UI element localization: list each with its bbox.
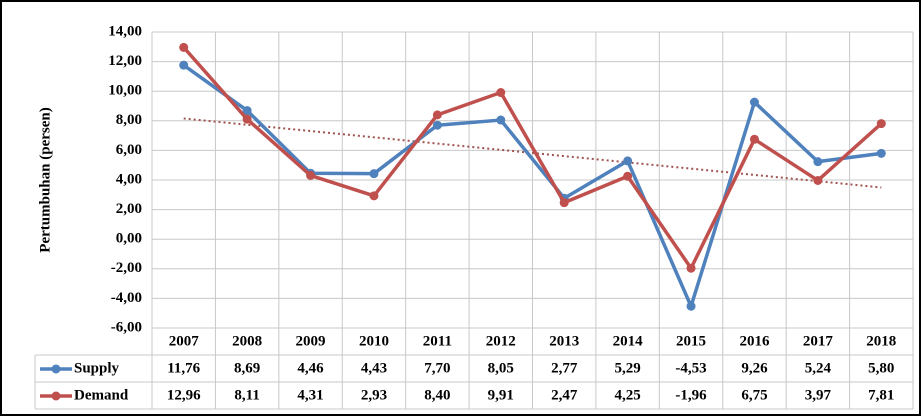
table-value: 9,26: [741, 360, 768, 376]
series-point: [179, 60, 189, 70]
x-tick-label: 2014: [613, 333, 644, 349]
table-value: 8,11: [234, 387, 259, 403]
series-point: [813, 175, 823, 185]
series-point: [813, 157, 823, 167]
legend-marker: [51, 364, 61, 374]
table-value: 5,29: [615, 360, 641, 376]
series-point: [876, 148, 886, 158]
series-point: [242, 114, 252, 124]
table-value: 4,43: [361, 360, 387, 376]
table-value: 8,05: [488, 360, 514, 376]
legend-label: Supply: [74, 360, 120, 376]
series-point: [686, 301, 696, 311]
table-value: 7,70: [424, 360, 450, 376]
table-value: 8,69: [234, 360, 260, 376]
series-point: [306, 170, 316, 180]
table-value: 3,97: [805, 387, 832, 403]
table-value: -1,96: [675, 387, 707, 403]
y-tick-label: 8,00: [116, 112, 142, 128]
legend-label: Demand: [74, 387, 129, 403]
table-value: 4,25: [615, 387, 641, 403]
table-value: 4,31: [297, 387, 323, 403]
y-tick-label: 0,00: [116, 231, 142, 247]
table-value: -4,53: [675, 360, 706, 376]
x-tick-label: 2010: [359, 333, 389, 349]
series-line: [182, 46, 883, 270]
series-point: [179, 42, 189, 52]
y-tick-label: -6,00: [111, 319, 142, 335]
series-point: [876, 119, 886, 129]
table-value: 2,93: [361, 387, 387, 403]
y-tick-label: 4,00: [116, 171, 142, 187]
table-value: 4,46: [297, 360, 324, 376]
legend-marker: [51, 391, 61, 401]
x-tick-label: 2016: [739, 333, 770, 349]
table-value: 6,75: [741, 387, 767, 403]
table-value: 11,76: [167, 360, 200, 376]
series-line: [182, 63, 882, 308]
series-point: [432, 120, 442, 130]
table-value: 5,80: [868, 360, 894, 376]
y-tick-label: 2,00: [116, 201, 142, 217]
series-point: [749, 134, 759, 144]
x-tick-label: 2013: [549, 333, 579, 349]
series-point: [623, 171, 633, 181]
x-tick-label: 2009: [296, 333, 326, 349]
table-value: 7,81: [868, 387, 894, 403]
table-value: 8,40: [424, 387, 450, 403]
series-point: [242, 106, 252, 116]
y-tick-label: 12,00: [108, 53, 142, 69]
y-tick-label: -2,00: [111, 260, 142, 276]
y-tick-label: -4,00: [111, 290, 142, 306]
series-point: [369, 169, 379, 179]
series-point: [369, 191, 379, 201]
table-value: 12,96: [167, 387, 201, 403]
table-value: 5,24: [805, 360, 832, 376]
x-tick-label: 2011: [423, 333, 452, 349]
x-tick-label: 2018: [866, 333, 896, 349]
series-point: [496, 88, 506, 98]
y-tick-label: 6,00: [116, 142, 142, 158]
x-tick-label: 2008: [232, 333, 262, 349]
x-tick-label: 2007: [169, 333, 200, 349]
y-tick-label: 10,00: [108, 83, 142, 99]
series-point: [749, 97, 759, 107]
series-point: [496, 115, 506, 125]
series-point: [686, 263, 696, 273]
table-value: 2,77: [551, 360, 578, 376]
y-axis-title: Pertumbuhan (persen): [37, 107, 53, 252]
x-tick-label: 2012: [486, 333, 516, 349]
table-value: 9,91: [488, 387, 514, 403]
y-tick-label: 14,00: [108, 23, 142, 39]
x-tick-label: 2017: [803, 333, 834, 349]
series-point: [432, 110, 442, 120]
trend-line: [183, 117, 882, 189]
x-tick-label: 2015: [676, 333, 706, 349]
series-point: [559, 198, 569, 208]
table-value: 2,47: [551, 387, 578, 403]
series-point: [623, 156, 633, 166]
